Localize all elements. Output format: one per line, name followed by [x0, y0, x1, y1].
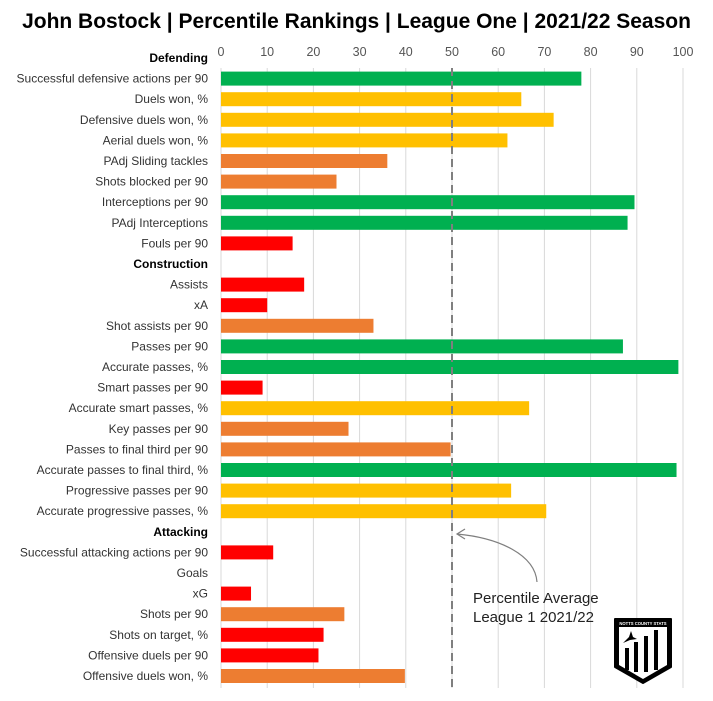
bar: [221, 648, 319, 663]
bar: [221, 298, 268, 313]
metric-label: Passes per 90: [131, 339, 208, 353]
bar: [221, 174, 337, 189]
metric-label: Smart passes per 90: [97, 381, 208, 395]
metric-label: Fouls per 90: [141, 236, 208, 250]
bar: [221, 401, 530, 416]
metric-label: Successful attacking actions per 90: [20, 545, 208, 559]
x-tick-label: 0: [218, 45, 225, 59]
metric-label: Accurate passes to final third, %: [37, 463, 209, 477]
metric-label: Interceptions per 90: [102, 195, 208, 209]
bar: [221, 545, 274, 560]
x-tick-label: 20: [306, 45, 320, 59]
bar: [221, 195, 635, 210]
metric-label: Goals: [177, 566, 208, 580]
metric-label: Accurate passes, %: [102, 360, 208, 374]
metric-label: Offensive duels won, %: [83, 669, 209, 683]
metric-label: Accurate smart passes, %: [69, 401, 209, 415]
x-tick-label: 10: [260, 45, 274, 59]
bar: [221, 360, 679, 374]
annotation-arrow: [456, 533, 538, 583]
section-header: Defending: [149, 51, 208, 65]
chart-title: John Bostock | Percentile Rankings | Lea…: [22, 10, 691, 33]
bar: [221, 215, 628, 230]
bar: [221, 669, 405, 683]
bar: [221, 133, 508, 148]
bar: [221, 154, 388, 168]
section-header: Construction: [133, 257, 208, 271]
metric-label: Aerial duels won, %: [103, 133, 209, 147]
metric-label: Assists: [170, 278, 208, 292]
bar: [221, 607, 345, 622]
metric-label: Passes to final third per 90: [66, 442, 208, 456]
bar: [221, 627, 324, 642]
bar: [221, 504, 547, 519]
metric-label: Key passes per 90: [109, 422, 209, 436]
x-tick-label: 60: [491, 45, 505, 59]
metric-label: Offensive duels per 90: [88, 648, 208, 662]
bar: [221, 318, 374, 333]
svg-text:NOTTS COUNTY STATS: NOTTS COUNTY STATS: [619, 621, 666, 626]
metric-label: Successful defensive actions per 90: [17, 72, 209, 86]
annotation-line-1: Percentile Average: [473, 590, 599, 607]
metric-label: Accurate progressive passes, %: [37, 504, 209, 518]
bar: [221, 483, 512, 498]
bar: [221, 92, 522, 107]
bar: [221, 421, 349, 436]
metric-label: Shot assists per 90: [106, 319, 208, 333]
notts-county-stats-logo-icon: NOTTS COUNTY STATS: [614, 618, 672, 684]
bar: [221, 586, 252, 601]
bar: [221, 277, 305, 292]
metric-label: Shots per 90: [140, 607, 208, 621]
x-tick-label: 80: [584, 45, 598, 59]
bar: [221, 442, 451, 457]
annotation-line-2: League 1 2021/22: [473, 609, 594, 626]
metric-label: Shots blocked per 90: [95, 175, 208, 189]
metric-label: xG: [193, 587, 208, 601]
x-tick-label: 30: [353, 45, 367, 59]
x-tick-label: 50: [445, 45, 459, 59]
bar: [221, 112, 554, 127]
bar: [221, 463, 677, 477]
metric-label: Shots on target, %: [109, 628, 208, 642]
arrow-head-icon: [455, 528, 466, 540]
metric-label: Progressive passes per 90: [66, 484, 208, 498]
x-tick-label: 40: [399, 45, 413, 59]
x-tick-label: 70: [537, 45, 551, 59]
metric-label: xA: [194, 298, 208, 312]
bar: [221, 236, 293, 251]
bar: [221, 339, 623, 354]
section-header: Attacking: [153, 525, 208, 539]
metric-label: Duels won, %: [135, 92, 209, 106]
bar: [221, 380, 263, 395]
bar: [221, 71, 582, 86]
metric-label: PAdj Sliding tackles: [104, 154, 209, 168]
metric-label: PAdj Interceptions: [112, 216, 209, 230]
x-tick-label: 100: [673, 45, 694, 59]
metric-label: Defensive duels won, %: [80, 113, 208, 127]
x-tick-label: 90: [630, 45, 644, 59]
